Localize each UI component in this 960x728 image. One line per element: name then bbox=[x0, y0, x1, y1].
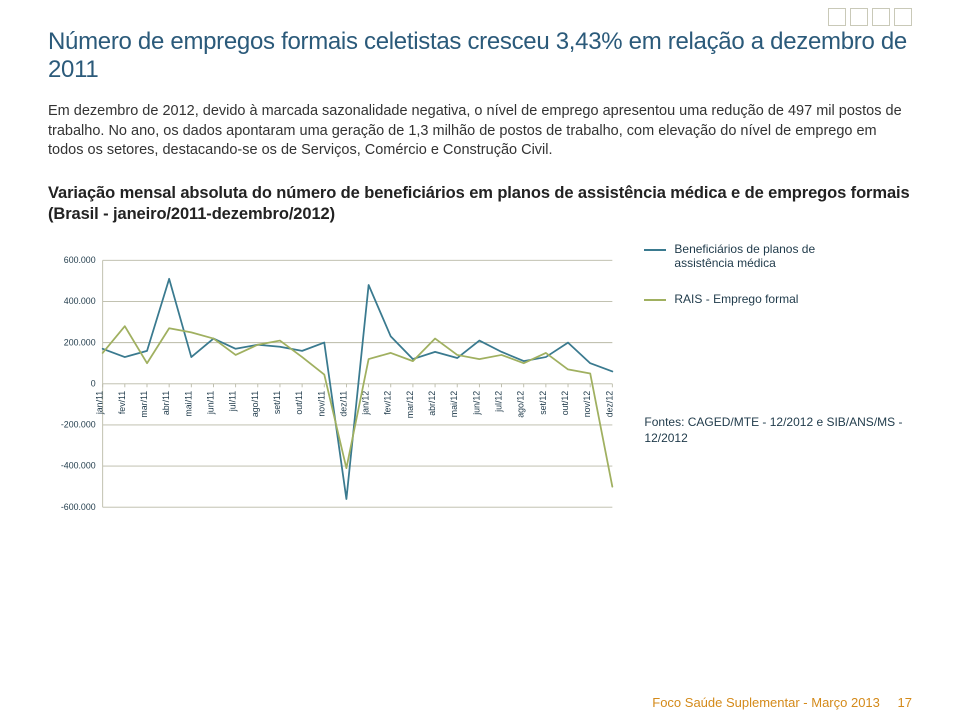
footer-text: Foco Saúde Suplementar - Março 2013 bbox=[652, 695, 880, 710]
legend-and-sources: Beneficiários de planos de assistência m… bbox=[634, 232, 912, 446]
legend-label: Beneficiários de planos de assistência m… bbox=[674, 242, 824, 270]
chart-legend: Beneficiários de planos de assistência m… bbox=[634, 232, 824, 306]
svg-text:mar/11: mar/11 bbox=[139, 390, 149, 417]
svg-text:ago/11: ago/11 bbox=[250, 390, 260, 416]
svg-text:abr/12: abr/12 bbox=[427, 390, 437, 415]
svg-text:fev/11: fev/11 bbox=[117, 390, 127, 413]
svg-text:jun/12: jun/12 bbox=[471, 390, 481, 415]
legend-swatch bbox=[644, 299, 666, 301]
line-chart: 600.000 400.000 200.000 0 -200.000 -400.000 -6… bbox=[48, 232, 634, 562]
svg-text:jan/11: jan/11 bbox=[95, 390, 105, 414]
svg-text:-400.000: -400.000 bbox=[61, 460, 96, 470]
svg-text:-600.000: -600.000 bbox=[61, 501, 96, 511]
svg-text:nov/12: nov/12 bbox=[582, 390, 592, 417]
page-footer: Foco Saúde Suplementar - Março 2013 17 bbox=[652, 695, 912, 710]
legend-item: RAIS - Emprego formal bbox=[644, 292, 824, 306]
svg-text:dez/11: dez/11 bbox=[338, 390, 348, 416]
legend-item: Beneficiários de planos de assistência m… bbox=[644, 242, 824, 270]
page-title: Número de empregos formais celetistas cr… bbox=[48, 28, 912, 84]
svg-text:mai/11: mai/11 bbox=[183, 390, 193, 416]
svg-text:set/12: set/12 bbox=[538, 390, 548, 414]
svg-text:ago/12: ago/12 bbox=[516, 390, 526, 417]
svg-text:mar/12: mar/12 bbox=[405, 390, 415, 417]
svg-text:abr/11: abr/11 bbox=[161, 390, 171, 414]
svg-text:-200.000: -200.000 bbox=[61, 419, 96, 429]
chart-sources: Fontes: CAGED/MTE - 12/2012 e SIB/ANS/MS… bbox=[634, 414, 912, 446]
chart-subtitle: Variação mensal absoluta do número de be… bbox=[48, 183, 912, 226]
svg-text:200.000: 200.000 bbox=[64, 337, 96, 347]
chart-and-legend: 600.000 400.000 200.000 0 -200.000 -400.000 -6… bbox=[48, 232, 912, 562]
header-decor-icons bbox=[828, 8, 912, 26]
svg-text:fev/12: fev/12 bbox=[383, 390, 393, 414]
svg-text:jun/11: jun/11 bbox=[205, 390, 215, 414]
svg-text:set/11: set/11 bbox=[272, 390, 282, 413]
legend-swatch bbox=[644, 249, 666, 251]
footer-page: 17 bbox=[898, 695, 912, 710]
svg-text:600.000: 600.000 bbox=[64, 255, 96, 265]
svg-text:dez/12: dez/12 bbox=[604, 390, 614, 417]
svg-text:out/11: out/11 bbox=[294, 390, 304, 414]
svg-text:out/12: out/12 bbox=[560, 390, 570, 415]
svg-text:jul/12: jul/12 bbox=[494, 390, 504, 412]
svg-text:jul/11: jul/11 bbox=[228, 390, 238, 411]
legend-label: RAIS - Emprego formal bbox=[674, 292, 798, 306]
svg-text:nov/11: nov/11 bbox=[316, 390, 326, 416]
intro-paragraph: Em dezembro de 2012, devido à marcada sa… bbox=[48, 102, 908, 161]
svg-text:mai/12: mai/12 bbox=[449, 390, 459, 417]
chart-subtitle-line2: (Brasil - janeiro/2011-dezembro/2012) bbox=[48, 205, 335, 223]
svg-text:400.000: 400.000 bbox=[64, 296, 96, 306]
chart-subtitle-line1: Variação mensal absoluta do número de be… bbox=[48, 184, 910, 202]
svg-text:0: 0 bbox=[91, 378, 96, 388]
